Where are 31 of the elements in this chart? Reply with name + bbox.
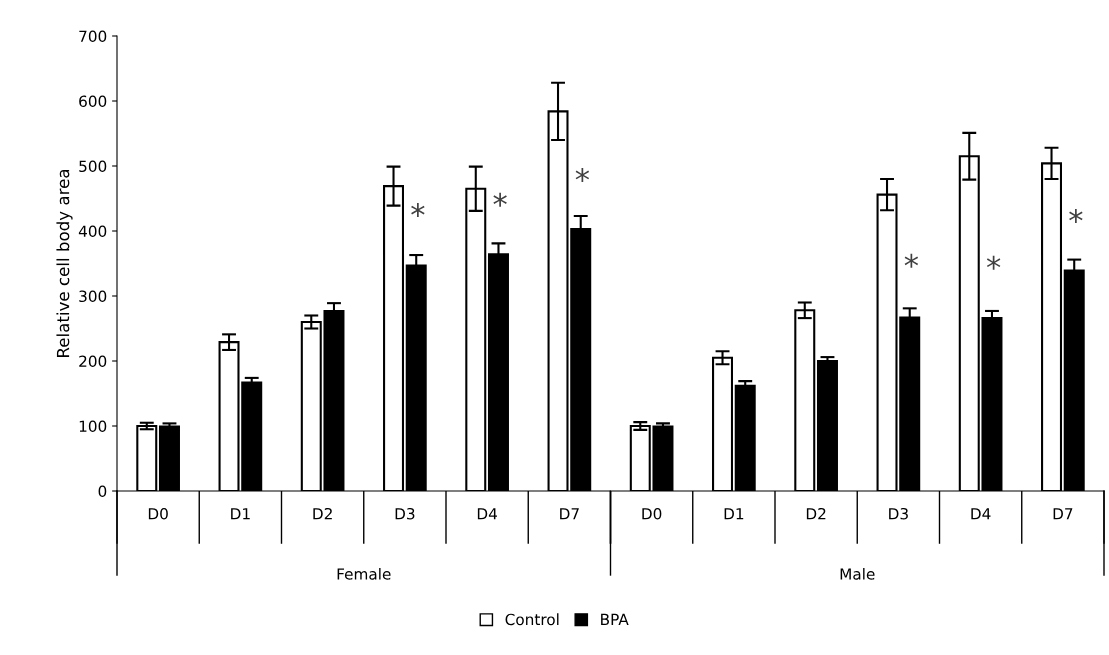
legend-label: BPA [601,613,629,625]
x-tick-label: D7 [560,508,579,520]
annotation: * [411,203,425,218]
legend-label: Control [505,613,559,626]
y-tick-label: 200 [79,355,107,368]
x-tick-label: D2 [313,507,332,520]
x-axis-title: Male [840,567,875,580]
annotation: * [904,253,919,268]
x-axis-title: Female [337,567,391,580]
x-tick-label: D3 [395,507,415,520]
y-tick-label: 300 [79,290,107,303]
annotation: * [493,192,507,207]
x-tick-label: D1 [231,508,250,520]
y-tick-label: 600 [79,95,107,108]
y-tick-label: 400 [78,225,107,238]
x-tick-label: D0 [148,507,168,520]
x-tick-label: D4 [971,508,991,520]
y-axis-title: Relative cell body area [56,169,73,357]
x-tick-label: D4 [477,508,498,520]
y-tick-label: 500 [79,160,107,173]
x-tick-label: D3 [889,507,908,520]
y-tick-label: 700 [79,30,107,43]
annotation: * [986,255,1001,270]
annotation: * [1069,208,1083,223]
x-tick-label: D7 [1053,508,1073,520]
annotation: * [575,168,590,182]
x-tick-label: D0 [642,507,662,520]
x-tick-label: D2 [806,507,826,520]
y-tick-label: 0 [98,485,107,498]
x-tick-label: D1 [724,508,744,520]
y-tick-label: 100 [79,420,107,433]
